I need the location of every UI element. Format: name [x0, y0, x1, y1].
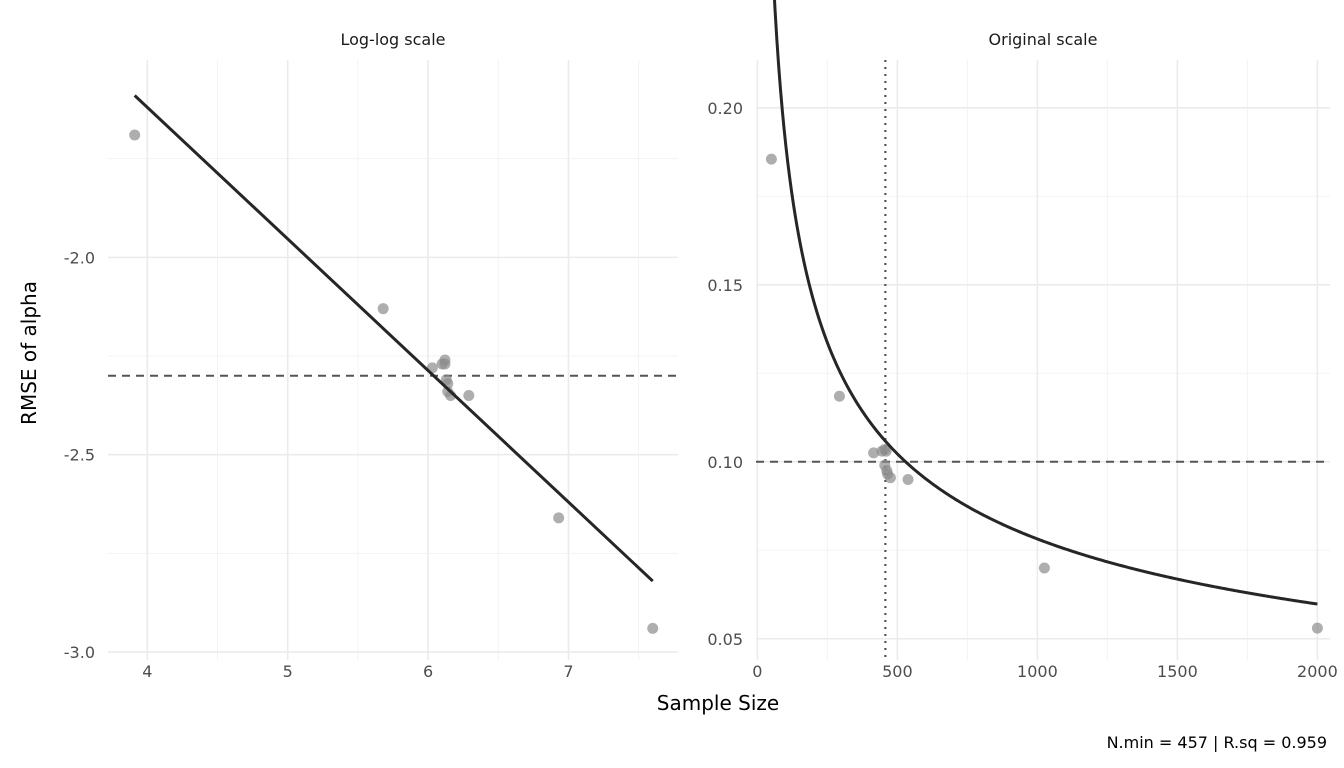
y-tick-labels-original: 0.05 0.10 0.15 0.20	[707, 99, 743, 649]
power-curve-original	[773, 0, 1318, 606]
y-tick-label-original-3: 0.20	[707, 99, 743, 118]
x-tick-label-original-3: 1500	[1157, 662, 1198, 681]
points-log-log	[129, 129, 659, 634]
x-tick-label-log-log-3: 7	[563, 662, 573, 681]
panel-log-log: Log-log scale 4 5 6 7 -3.0 -2.5 -2.0	[64, 30, 678, 681]
data-point-log-log-0	[129, 129, 141, 141]
x-tick-labels-log-log: 4 5 6 7	[142, 662, 573, 681]
panel-title-log-log: Log-log scale	[340, 30, 445, 49]
x-tick-label-log-log-1: 5	[283, 662, 293, 681]
fit-line-log-log	[133, 94, 654, 583]
data-point-original-0	[765, 153, 777, 165]
x-axis-title: Sample Size	[657, 691, 779, 715]
x-tick-label-log-log-0: 4	[142, 662, 152, 681]
panel-original: Original scale 0 500 1000 1500 2000 0.05 0.10…	[707, 0, 1338, 681]
x-tick-label-original-4: 2000	[1297, 662, 1338, 681]
data-point-original-2	[868, 447, 880, 459]
x-tick-label-log-log-2: 6	[423, 662, 433, 681]
x-tick-label-original-0: 0	[752, 662, 762, 681]
data-point-log-log-5	[439, 354, 451, 366]
data-point-log-log-1	[377, 303, 389, 315]
y-tick-label-original-0: 0.05	[707, 630, 743, 649]
x-tick-label-original-1: 500	[882, 662, 913, 681]
data-point-original-5	[880, 445, 892, 457]
grid-log-log	[108, 60, 678, 660]
x-tick-labels-original: 0 500 1000 1500 2000	[752, 662, 1337, 681]
fit-curve-original	[773, 0, 1318, 606]
panel-title-original: Original scale	[989, 30, 1098, 49]
y-tick-label-log-log-2: -2.0	[64, 248, 95, 267]
data-point-original-1	[833, 390, 845, 402]
grid-original	[756, 60, 1330, 660]
y-tick-label-original-2: 0.15	[707, 276, 743, 295]
x-tick-label-original-2: 1000	[1017, 662, 1058, 681]
data-point-log-log-10	[463, 390, 475, 402]
points-original	[765, 153, 1323, 634]
y-tick-labels-log-log: -3.0 -2.5 -2.0	[64, 248, 95, 662]
y-axis-title: RMSE of alpha	[17, 281, 41, 425]
y-tick-label-log-log-1: -2.5	[64, 446, 95, 465]
data-point-log-log-11	[553, 512, 565, 524]
plot-caption: N.min = 457 | R.sq = 0.959	[1107, 733, 1327, 752]
reference-lines-original	[756, 60, 1330, 660]
y-tick-label-original-1: 0.10	[707, 453, 743, 472]
regression-line-log-log	[133, 94, 654, 583]
data-point-log-log-12	[647, 622, 659, 634]
y-tick-label-log-log-0: -3.0	[64, 643, 95, 662]
data-point-original-10	[902, 473, 914, 485]
data-point-original-9	[884, 472, 896, 484]
data-point-original-12	[1311, 622, 1323, 634]
data-point-original-11	[1038, 562, 1050, 574]
